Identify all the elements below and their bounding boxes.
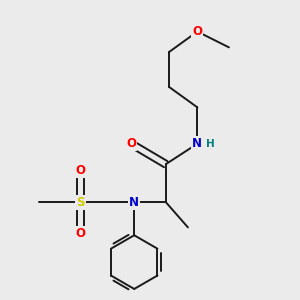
Text: S: S [76, 196, 85, 208]
Text: O: O [126, 137, 136, 150]
Text: N: N [129, 196, 139, 208]
Text: O: O [192, 25, 203, 38]
Text: H: H [206, 139, 215, 149]
Text: O: O [76, 164, 85, 177]
Text: O: O [76, 227, 85, 240]
Text: N: N [192, 137, 203, 150]
